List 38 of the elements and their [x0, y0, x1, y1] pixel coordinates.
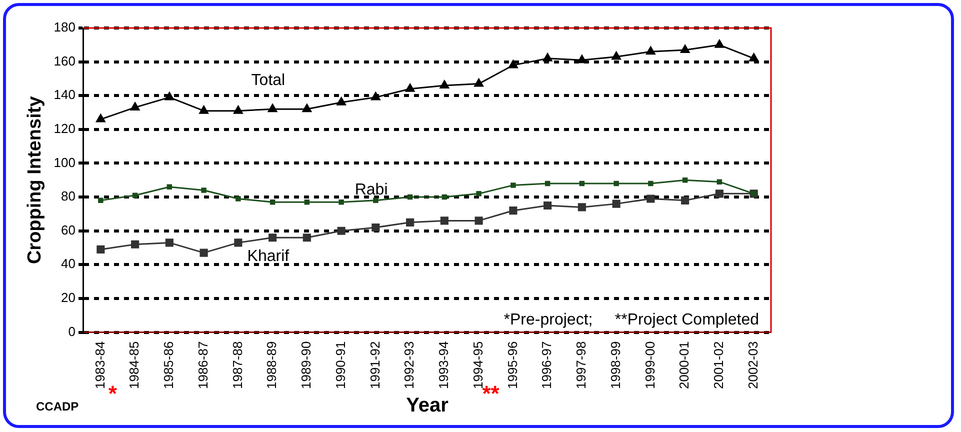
x-tick-label: 1986-87 [195, 341, 210, 390]
x-tick-label: 1993-94 [436, 341, 452, 390]
x-tick-label: 1991-92 [367, 341, 382, 390]
x-tick-label: 1985-86 [161, 341, 176, 390]
y-tick-label: 140 [54, 87, 76, 102]
annotation: *Pre-project; **Project Completed [504, 312, 759, 329]
x-tick-label: 1992-93 [402, 341, 417, 390]
y-tick-label: 60 [61, 222, 76, 238]
x-tick-label: 1984-85 [126, 341, 142, 390]
x-tick-label: 1990-91 [332, 341, 348, 390]
text: ** [482, 381, 500, 406]
y-tick-label: 100 [54, 154, 76, 170]
series-label: Kharif [247, 248, 290, 266]
x-axis-title: Year [406, 394, 449, 417]
y-tick-label: 40 [61, 256, 76, 272]
y-tick-label: 0 [68, 324, 76, 339]
x-tick-label: 1997-98 [574, 341, 589, 390]
y-axis-title: Cropping Intensity [24, 96, 46, 264]
y-tick-label: 160 [54, 53, 76, 68]
x-tick-label: 2000-01 [676, 341, 692, 390]
x-tick-label: 1988-89 [264, 341, 280, 390]
y-tick-label: 120 [54, 121, 76, 136]
x-tick-label: 2001-02 [711, 341, 726, 390]
x-tick-label: 1989-90 [298, 341, 314, 390]
x-tick-label: 1983-84 [92, 341, 108, 390]
text: * [108, 381, 118, 406]
text: CCADP [36, 399, 79, 414]
y-tick-label: 20 [61, 290, 76, 306]
series-label: Rabi [354, 182, 388, 199]
x-tick-label: 2002-03 [745, 341, 760, 390]
x-tick-label: 1987-88 [230, 341, 245, 390]
x-tick-label: 1999-00 [642, 341, 658, 390]
series-label: Total [251, 72, 286, 90]
y-tick-label: 80 [61, 188, 76, 204]
x-tick-label: 1995-96 [504, 341, 520, 390]
x-tick-label: 1996-97 [539, 341, 554, 390]
y-tick-label: 180 [54, 20, 76, 35]
x-tick-label: 1998-99 [608, 341, 623, 390]
